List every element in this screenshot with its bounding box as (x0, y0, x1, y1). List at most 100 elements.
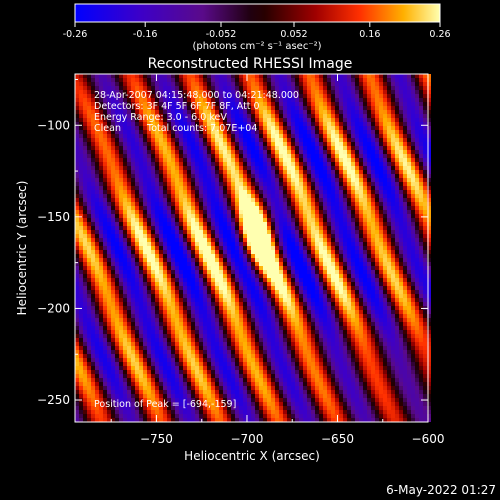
heatmap-cell (223, 186, 227, 190)
heatmap-cell (383, 82, 387, 86)
heatmap-cell (347, 102, 351, 106)
heatmap-cell (95, 242, 99, 246)
heatmap-cell (379, 274, 383, 278)
heatmap-cell (211, 242, 215, 246)
heatmap-cell (95, 194, 99, 198)
heatmap-cell (223, 254, 227, 258)
heatmap-cell (147, 90, 151, 94)
heatmap-cell (363, 234, 367, 238)
heatmap-cell (159, 90, 163, 94)
heatmap-cell (139, 206, 143, 210)
heatmap-cell (235, 98, 239, 102)
heatmap-cell (271, 194, 275, 198)
heatmap-cell (287, 90, 291, 94)
heatmap-cell (107, 166, 111, 170)
heatmap-cell (95, 218, 99, 222)
heatmap-cell (235, 142, 239, 146)
heatmap-cell (191, 194, 195, 198)
heatmap-cell (271, 138, 275, 142)
heatmap-cell (191, 130, 195, 134)
heatmap-cell (159, 130, 163, 134)
heatmap-cell (283, 290, 287, 294)
heatmap-cell (75, 254, 79, 258)
heatmap-cell (335, 154, 339, 158)
heatmap-cell (199, 274, 203, 278)
heatmap-cell (167, 206, 171, 210)
heatmap-cell (355, 162, 359, 166)
heatmap-cell (307, 190, 311, 194)
heatmap-cell (383, 274, 387, 278)
heatmap-cell (139, 230, 143, 234)
heatmap-cell (319, 126, 323, 130)
heatmap-cell (199, 82, 203, 86)
heatmap-cell (99, 234, 103, 238)
heatmap-cell (199, 114, 203, 118)
heatmap-cell (119, 198, 123, 202)
heatmap-cell (375, 206, 379, 210)
heatmap-cell (163, 102, 167, 106)
heatmap-cell (407, 214, 411, 218)
heatmap-cell (239, 174, 243, 178)
heatmap-cell (123, 278, 127, 282)
heatmap-cell (255, 130, 259, 134)
heatmap-cell (175, 294, 179, 298)
heatmap-cell (211, 278, 215, 282)
heatmap-cell (247, 294, 251, 298)
heatmap-cell (275, 246, 279, 250)
heatmap-cell (411, 270, 415, 274)
heatmap-cell (187, 122, 191, 126)
heatmap-cell (355, 118, 359, 122)
heatmap-cell (299, 194, 303, 198)
heatmap-cell (135, 194, 139, 198)
heatmap-cell (291, 226, 295, 230)
heatmap-cell (399, 218, 403, 222)
heatmap-cell (347, 246, 351, 250)
heatmap-cell (263, 106, 267, 110)
heatmap-cell (319, 174, 323, 178)
heatmap-cell (115, 74, 119, 78)
heatmap-cell (395, 110, 399, 114)
heatmap-cell (179, 162, 183, 166)
heatmap-cell (107, 150, 111, 154)
heatmap-cell (231, 226, 235, 230)
heatmap-cell (243, 90, 247, 94)
heatmap-cell (391, 250, 395, 254)
heatmap-cell (191, 190, 195, 194)
heatmap-cell (291, 254, 295, 258)
heatmap-cell (243, 106, 247, 110)
heatmap-cell (303, 142, 307, 146)
heatmap-cell (287, 238, 291, 242)
heatmap-cell (371, 234, 375, 238)
heatmap-cell (239, 230, 243, 234)
heatmap-cell (167, 170, 171, 174)
heatmap-cell (227, 294, 231, 298)
heatmap-cell (267, 158, 271, 162)
heatmap-cell (407, 74, 411, 78)
heatmap-cell (111, 174, 115, 178)
heatmap-cell (239, 78, 243, 82)
heatmap-cell (135, 290, 139, 294)
heatmap-cell (83, 222, 87, 226)
heatmap-cell (243, 138, 247, 142)
heatmap-cell (155, 82, 159, 86)
heatmap-cell (403, 78, 407, 82)
heatmap-cell (271, 154, 275, 158)
heatmap-cell (311, 254, 315, 258)
heatmap-cell (107, 86, 111, 90)
heatmap-cell (335, 262, 339, 266)
heatmap-cell (183, 142, 187, 146)
heatmap-cell (307, 206, 311, 210)
heatmap-cell (163, 98, 167, 102)
heatmap-cell (207, 150, 211, 154)
heatmap-cell (183, 278, 187, 282)
heatmap-cell (407, 278, 411, 282)
heatmap-cell (403, 278, 407, 282)
heatmap-cell (107, 154, 111, 158)
heatmap-cell (75, 150, 79, 154)
heatmap-cell (263, 198, 267, 202)
heatmap-cell (179, 242, 183, 246)
heatmap-cell (403, 150, 407, 154)
heatmap-cell (307, 138, 311, 142)
heatmap-cell (283, 198, 287, 202)
heatmap-cell (271, 94, 275, 98)
